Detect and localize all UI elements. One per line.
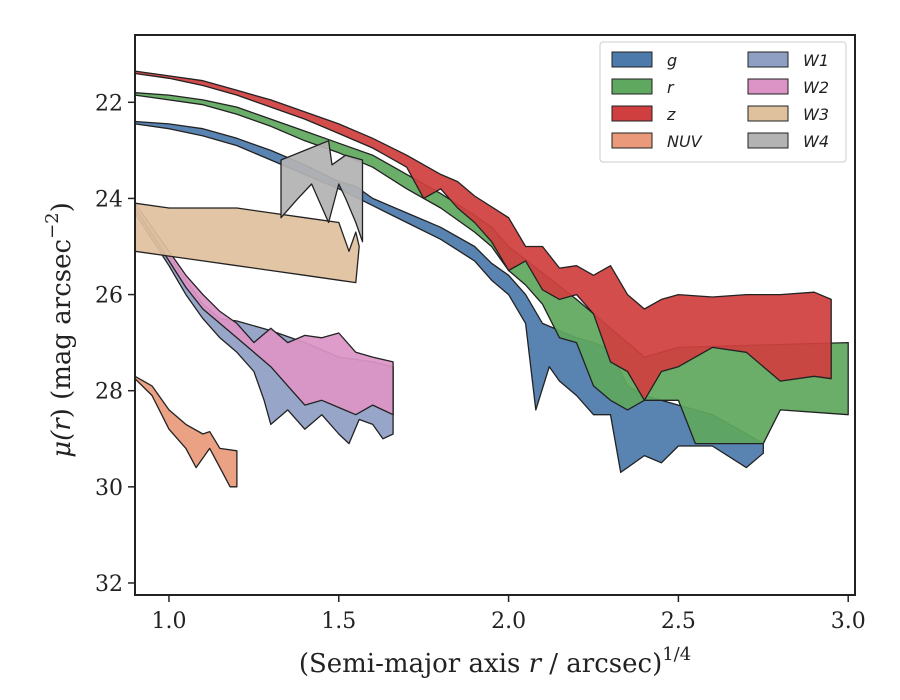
legend-swatch-w2 xyxy=(747,78,789,95)
legend-label-r: r xyxy=(667,78,675,97)
x-tick-label: 3.0 xyxy=(831,609,866,634)
x-tick-label: 2.5 xyxy=(661,609,696,634)
legend: grz NUV W1 W2 W3 W4 xyxy=(599,41,847,163)
bands-layer xyxy=(135,70,849,488)
legend-label-w3: W3 xyxy=(803,105,829,124)
x-axis-title: (Semi-major axis r / arcsec)1/4 xyxy=(299,644,691,679)
y-tick-label: 32 xyxy=(95,572,123,597)
y-axis-title: μ(r) (mag arcsec−2) xyxy=(42,202,77,458)
legend-swatch-w3 xyxy=(747,105,789,122)
legend-label-z: z xyxy=(666,105,676,124)
y-tick-label: 28 xyxy=(95,380,123,405)
x-tick-label: 1.0 xyxy=(151,609,186,634)
x-axis-ticks: 1.0 1.5 2.0 2.5 3.0 xyxy=(151,595,866,634)
legend-label-w2: W2 xyxy=(803,78,829,97)
band-w3 xyxy=(135,202,360,284)
band-w4 xyxy=(280,140,364,243)
y-tick-label: 24 xyxy=(95,187,123,212)
y-tick-label: 30 xyxy=(95,476,123,501)
legend-label-w1: W1 xyxy=(803,51,829,70)
axes-frame xyxy=(134,34,856,596)
y-axis-ticks: 22 24 26 28 30 32 xyxy=(95,91,135,597)
band-nuv xyxy=(135,375,238,488)
legend-label-nuv: NUV xyxy=(667,132,703,151)
band-w2 xyxy=(135,202,394,416)
y-tick-label: 22 xyxy=(95,91,123,116)
legend-label-w4: W4 xyxy=(803,132,829,151)
legend-box xyxy=(599,41,847,163)
legend-label-g: g xyxy=(667,51,677,70)
legend-swatch-r xyxy=(611,78,653,95)
band-z xyxy=(135,70,832,401)
legend-swatch-w1 xyxy=(747,51,789,68)
x-tick-label: 2.0 xyxy=(491,609,526,634)
legend-swatch-w4 xyxy=(747,132,789,149)
legend-swatch-nuv xyxy=(611,132,653,149)
legend-swatch-z xyxy=(611,105,653,122)
y-tick-label: 26 xyxy=(95,284,123,309)
x-tick-label: 1.5 xyxy=(321,609,356,634)
legend-swatch-g xyxy=(611,51,653,68)
